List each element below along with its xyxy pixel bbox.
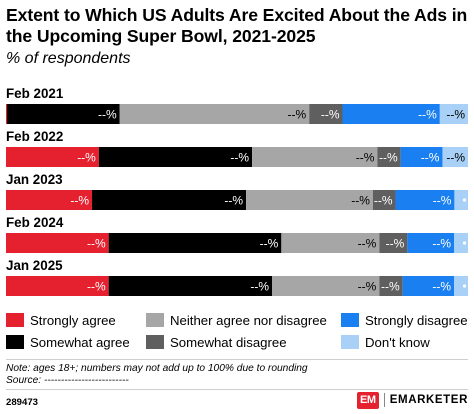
category-label: Feb 2021 (6, 86, 64, 101)
chart-legend: Strongly agree Somewhat agree Neither agre… (6, 310, 472, 364)
data-label-dot (462, 284, 467, 288)
bar-segment (400, 147, 443, 167)
footer-divider-bottom (6, 389, 468, 390)
emarketer-logo: EM (356, 391, 379, 409)
chart-subtitle: % of respondents (6, 50, 131, 67)
data-label: --% (379, 151, 398, 165)
data-label: --% (432, 237, 451, 251)
data-label: --% (77, 151, 96, 165)
bar-segment (252, 147, 378, 167)
data-label: --% (418, 108, 437, 122)
data-label: --% (446, 151, 465, 165)
bar-segment (379, 276, 403, 296)
legend-label: Somewhat disagree (170, 334, 287, 350)
bar-segment (6, 190, 93, 210)
data-label: --% (374, 194, 393, 208)
bar-segment (108, 276, 273, 296)
data-label: --% (381, 280, 400, 294)
legend-item: Somewhat disagree (146, 334, 287, 350)
bar-segment (108, 233, 282, 253)
legend-label: Somewhat agree (30, 334, 130, 350)
legend-item: Strongly disagree (341, 312, 468, 328)
bar-segment (6, 276, 109, 296)
legend-swatch (341, 335, 359, 349)
data-label: --% (288, 108, 307, 122)
legend-label: Strongly disagree (365, 312, 468, 328)
bar-segment (377, 147, 401, 167)
data-label-dot (462, 241, 467, 245)
category-label: Feb 2024 (6, 215, 64, 230)
category-label: Jan 2025 (6, 258, 63, 273)
data-label: --% (433, 194, 452, 208)
bar-segment (281, 233, 380, 253)
legend-label: Strongly agree (30, 312, 116, 328)
bar-segment (98, 147, 253, 167)
data-label: --% (230, 151, 249, 165)
bar-segment (342, 104, 440, 124)
data-label: --% (446, 108, 465, 122)
legend-swatch (146, 313, 164, 327)
data-label: --% (358, 237, 377, 251)
legend-swatch (146, 335, 164, 349)
footnote: Note: ages 18+; numbers may not add up t… (6, 363, 308, 387)
data-label: --% (224, 194, 243, 208)
data-label: --% (358, 280, 377, 294)
legend-label: Don't know (365, 334, 430, 350)
note-text: Note: ages 18+; numbers may not add up t… (6, 363, 308, 374)
bar-segment (246, 190, 373, 210)
bar-segment (6, 147, 99, 167)
data-label-dot (462, 198, 467, 202)
data-label: --% (356, 151, 375, 165)
brand: EM EMARKETER (356, 390, 468, 410)
brand-name: EMARKETER (389, 394, 468, 406)
data-label: --% (260, 237, 279, 251)
legend-item: Don't know (341, 334, 430, 350)
bar-segment (402, 276, 454, 296)
bar-segment (92, 190, 247, 210)
bar-segment (372, 190, 396, 210)
data-label: --% (321, 108, 340, 122)
category-label: Feb 2022 (6, 129, 63, 144)
data-label: --% (421, 151, 440, 165)
data-label: --% (386, 237, 405, 251)
bar-segment (407, 233, 454, 253)
footer-divider (6, 359, 468, 360)
data-label: --% (432, 280, 451, 294)
bar-segment (395, 190, 455, 210)
legend-swatch (341, 313, 359, 327)
bar-segment (309, 104, 343, 124)
legend-item: Somewhat agree (6, 334, 130, 350)
bar-segment (7, 104, 120, 124)
data-label: --% (250, 280, 269, 294)
brand-separator (383, 393, 385, 407)
bar-segment (6, 233, 109, 253)
category-label: Jan 2023 (6, 172, 63, 187)
legend-item: Neither agree nor disagree (146, 312, 327, 328)
chart-id: 289473 (6, 397, 39, 408)
data-label: --% (351, 194, 370, 208)
bar-segment (6, 104, 8, 124)
stacked-bar-chart: Feb 2021 --% --% --% --% --% Feb 2022 --% --% --%… (6, 86, 468, 296)
bar-segment (272, 276, 380, 296)
legend-item: Strongly agree (6, 312, 116, 328)
bar-segment (454, 233, 468, 253)
legend-swatch (6, 335, 24, 349)
data-label: --% (70, 194, 89, 208)
data-label: --% (87, 237, 106, 251)
data-label: --% (87, 280, 106, 294)
bar-segment (119, 104, 310, 124)
bar-segment (442, 147, 468, 167)
bar-segment (439, 104, 468, 124)
legend-label: Neither agree nor disagree (170, 312, 327, 328)
bar-segment (454, 276, 468, 296)
data-label: --% (98, 108, 117, 122)
bar-segment (454, 190, 468, 210)
chart-title: Extent to Which US Adults Are Excited Ab… (6, 5, 468, 46)
legend-swatch (6, 313, 24, 327)
source-text: Source: ------------------------- (6, 375, 129, 386)
bar-segment (379, 233, 408, 253)
